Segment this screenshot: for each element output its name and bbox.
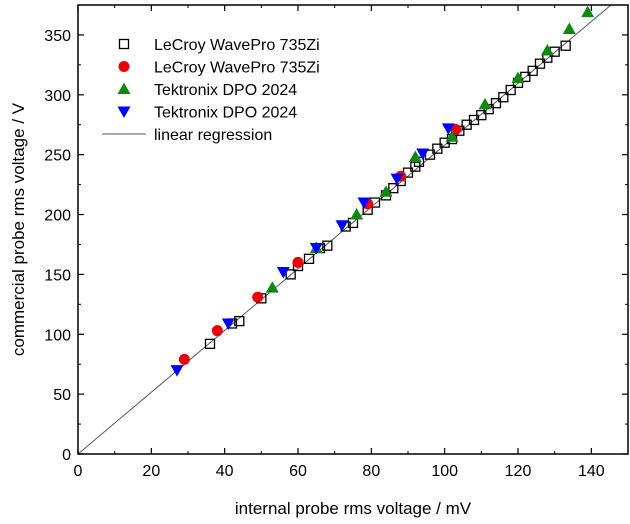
data-point xyxy=(303,253,315,264)
data-point xyxy=(390,173,404,186)
data-point xyxy=(476,110,487,121)
y-tick-label: 50 xyxy=(53,387,71,404)
y-tick-label: 0 xyxy=(62,447,71,464)
data-point xyxy=(490,98,502,109)
x-tick-label: 140 xyxy=(578,463,605,480)
data-point xyxy=(322,240,333,251)
data-point xyxy=(309,243,323,255)
data-point xyxy=(234,315,245,327)
y-tick-label: 150 xyxy=(44,267,71,284)
series-3 xyxy=(170,123,455,377)
data-point xyxy=(379,185,393,197)
legend-marker xyxy=(117,106,131,118)
x-tick-label: 120 xyxy=(505,463,532,480)
data-point xyxy=(560,40,571,51)
data-point xyxy=(350,208,364,220)
x-tick-label: 100 xyxy=(431,463,458,480)
legend-label: Tektronix DPO 2024 xyxy=(154,105,297,122)
data-point xyxy=(252,291,264,303)
data-point xyxy=(170,365,184,377)
data-point xyxy=(211,325,223,337)
data-point xyxy=(511,71,525,84)
y-axis-label: commercial probe rms voltage / V xyxy=(9,102,28,356)
data-point xyxy=(178,353,190,365)
y-tick-label: 250 xyxy=(44,148,71,165)
axis-ticks: 0 20 40 60 80 100 120 140 0 50 100 150 200 250 300 350 xyxy=(44,5,628,480)
x-tick-label: 0 xyxy=(74,463,83,480)
y-tick-label: 100 xyxy=(44,327,71,344)
legend-label: LeCroy WavePro 735Zi xyxy=(154,37,320,54)
plot-frame xyxy=(77,4,629,455)
data-point xyxy=(527,65,538,77)
legend: LeCroy WavePro 735Zi LeCroy WavePro 735Zi… xyxy=(102,37,320,144)
data-point xyxy=(439,137,450,148)
legend-marker xyxy=(117,82,131,94)
data-point xyxy=(416,148,430,160)
data-point xyxy=(540,43,554,56)
series-2 xyxy=(265,5,595,293)
data-point xyxy=(562,22,576,34)
data-point xyxy=(445,130,459,142)
legend-marker xyxy=(118,38,130,50)
data-point xyxy=(221,318,235,330)
data-point xyxy=(432,143,443,154)
data-point xyxy=(498,92,509,103)
data-point xyxy=(265,281,279,293)
data-point xyxy=(534,58,546,69)
y-tick-label: 300 xyxy=(44,88,71,105)
data-point xyxy=(505,84,516,96)
x-tick-label: 60 xyxy=(289,463,307,480)
legend-label: linear regression xyxy=(154,127,272,144)
legend-marker xyxy=(118,61,130,72)
data-point xyxy=(478,97,492,110)
x-tick-label: 80 xyxy=(362,463,380,480)
data-layer xyxy=(78,5,612,454)
x-tick-label: 20 xyxy=(142,463,160,480)
y-tick-label: 200 xyxy=(44,208,71,225)
data-point xyxy=(408,150,422,163)
legend-label: LeCroy WavePro 735Zi xyxy=(154,60,320,77)
x-tick-label: 40 xyxy=(216,463,234,480)
data-point xyxy=(581,5,595,18)
x-axis-label: internal probe rms voltage / mV xyxy=(235,499,472,518)
data-point xyxy=(285,269,296,280)
data-point xyxy=(357,197,371,210)
data-point xyxy=(276,267,290,279)
y-tick-label: 350 xyxy=(44,28,71,45)
data-point xyxy=(388,183,399,194)
data-point xyxy=(441,123,455,135)
legend-label: Tektronix DPO 2024 xyxy=(154,82,297,99)
data-point xyxy=(204,338,216,349)
data-point xyxy=(292,256,304,268)
data-point xyxy=(335,220,349,232)
